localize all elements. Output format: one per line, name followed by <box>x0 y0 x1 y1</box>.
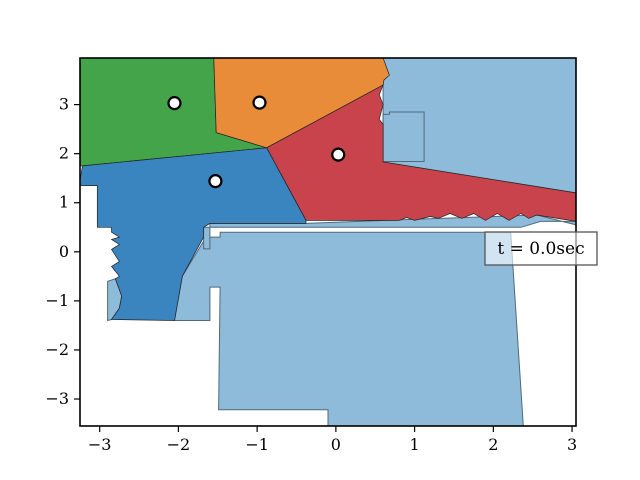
y-tick-label: 0 <box>59 242 69 261</box>
x-tick-label: −2 <box>167 435 191 454</box>
x-tick-label: 0 <box>331 435 341 454</box>
y-tick-label: −1 <box>45 291 69 310</box>
y-tick-label: −2 <box>45 340 69 359</box>
regions-layer <box>80 58 576 426</box>
x-tick-label: 3 <box>567 435 577 454</box>
agent-marker-4 <box>208 174 223 189</box>
y-tick-label: 3 <box>59 95 69 114</box>
x-tick-label: −1 <box>245 435 269 454</box>
free-space-area-3 <box>173 231 524 426</box>
agent-marker-1 <box>167 96 182 111</box>
x-tick-label: 1 <box>410 435 420 454</box>
y-tick-label: 1 <box>59 193 69 212</box>
x-tick-label: −3 <box>88 435 112 454</box>
time-annotation-box <box>484 231 598 266</box>
y-tick-label: 2 <box>59 144 69 163</box>
agents-layer <box>167 95 346 189</box>
agent-marker-2 <box>252 95 267 110</box>
agent-marker-3 <box>331 147 346 162</box>
x-tick-label: 2 <box>488 435 498 454</box>
blue-region <box>80 147 307 321</box>
time-annotation-text: t = 0.0sec <box>497 239 584 259</box>
ticks-layer: −3 −2 −1 0 1 2 3 −3 −2 −1 0 1 2 3 <box>45 95 577 454</box>
orange-region <box>213 58 390 149</box>
free-space-area-2 <box>382 111 425 162</box>
time-annotation: t = 0.0sec <box>484 231 598 266</box>
y-tick-label: −3 <box>45 389 69 408</box>
red-region <box>266 84 576 222</box>
